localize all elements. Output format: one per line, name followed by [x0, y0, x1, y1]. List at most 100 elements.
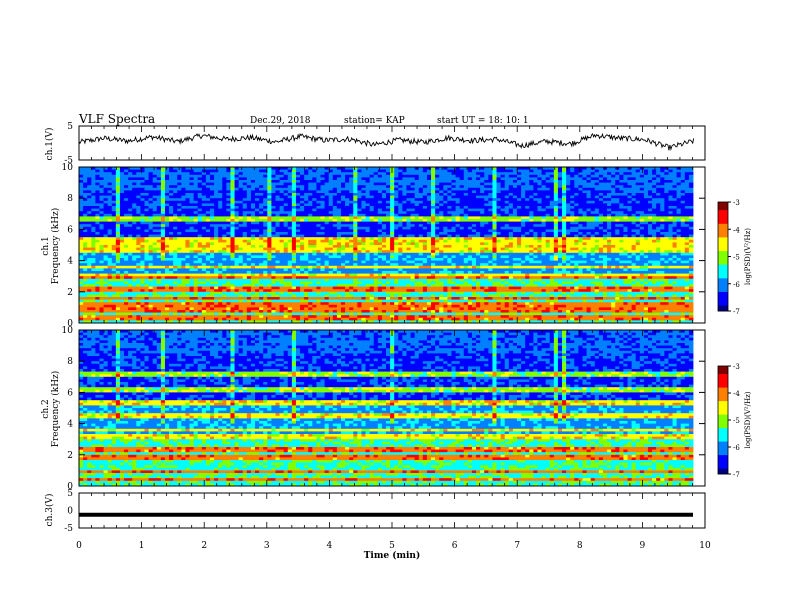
spectrogram-cell [472, 214, 476, 217]
spectrogram-cell [664, 237, 668, 240]
spectrogram-cell [603, 201, 607, 204]
spectrogram-cell [190, 206, 194, 209]
spectrogram-cell [79, 190, 83, 193]
spectrogram-cell [582, 237, 586, 240]
spectrogram-cell [402, 229, 406, 232]
spectrogram-cell [206, 183, 210, 186]
spectrogram-cell [190, 237, 194, 240]
spectrogram-cell [398, 216, 402, 219]
spectrogram-cell [468, 222, 472, 225]
spectrogram-cell [112, 177, 116, 180]
spectrogram-cell [226, 227, 230, 230]
spectrogram-cell [537, 201, 541, 204]
spectrogram-cell [685, 209, 689, 212]
spectrogram-cell [243, 235, 247, 238]
spectrogram-cell [480, 216, 484, 219]
spectrogram-cell [611, 206, 615, 209]
spectrogram-cell [419, 188, 423, 191]
spectrogram-cell [99, 211, 103, 214]
spectrogram-cell [398, 188, 402, 191]
spectrogram-cell [492, 229, 496, 232]
spectrogram-cell [533, 235, 537, 238]
spectrogram-cell [456, 203, 460, 206]
spectrogram-cell [304, 198, 308, 201]
spectrogram-cell [136, 250, 140, 253]
spectrogram-cell [656, 206, 660, 209]
spectrogram-cell [652, 229, 656, 232]
spectrogram-cell [591, 185, 595, 188]
spectrogram-cell [112, 219, 116, 222]
spectrogram-cell [239, 240, 243, 243]
spectrogram-cell [517, 175, 521, 178]
spectrogram-cell [636, 245, 640, 248]
spectrogram-cell [505, 180, 509, 183]
spectrogram-cell [267, 201, 271, 204]
spectrogram-cell [316, 172, 320, 175]
spectrogram-cell [562, 245, 566, 248]
spectrogram-cell [431, 222, 435, 225]
spectrogram-cell [161, 209, 165, 212]
spectrogram-cell [656, 175, 660, 178]
spectrogram-cell [333, 183, 337, 186]
spectrogram-cell [104, 222, 108, 225]
spectrogram-cell [427, 185, 431, 188]
spectrogram-cell [239, 201, 243, 204]
spectrogram-cell [136, 235, 140, 238]
spectrogram-cell [439, 245, 443, 248]
spectrogram-cell [251, 170, 255, 173]
spectrogram-cell [124, 170, 128, 173]
spectrogram-cell [603, 229, 607, 232]
spectrogram-cell [591, 235, 595, 238]
spectrogram-cell [296, 193, 300, 196]
spectrogram-cell [492, 248, 496, 251]
spectrogram-cell [456, 248, 460, 251]
spectrogram-cell [488, 245, 492, 248]
spectrogram-cell [644, 219, 648, 222]
spectrogram-cell [124, 180, 128, 183]
spectrogram-cell [255, 240, 259, 243]
spectrogram-cell [644, 245, 648, 248]
spectrogram-cell [341, 214, 345, 217]
spectrogram-cell [390, 229, 394, 232]
spectrogram-cell [378, 172, 382, 175]
spectrogram-cell [235, 185, 239, 188]
spectrogram-cell [443, 172, 447, 175]
spectrogram-cell [202, 248, 206, 251]
spectrogram-cell [366, 235, 370, 238]
spectrogram-cell [325, 237, 329, 240]
spectrogram-cell [366, 240, 370, 243]
spectrogram-cell [136, 190, 140, 193]
spectrogram-cell [558, 222, 562, 225]
spectrogram-cell [574, 188, 578, 191]
spectrogram-cell [570, 196, 574, 199]
spectrogram-cell [525, 198, 529, 201]
spectrogram-cell [263, 224, 267, 227]
spectrogram-cell [206, 209, 210, 212]
spectrogram-cell [333, 177, 337, 180]
spectrogram-cell [570, 229, 574, 232]
spectrogram-cell [194, 222, 198, 225]
spectrogram-cell [230, 206, 234, 209]
spectrogram-cell [361, 216, 365, 219]
spectrogram-cell [595, 224, 599, 227]
spectrogram-cell [230, 177, 234, 180]
spectrogram-cell [668, 188, 672, 191]
spectrogram-cell [402, 198, 406, 201]
spectrogram-cell [640, 224, 644, 227]
spectrogram-cell [251, 183, 255, 186]
spectrogram-cell [656, 185, 660, 188]
spectrogram-cell [427, 201, 431, 204]
spectrogram-cell [91, 209, 95, 212]
spectrogram-cell [529, 193, 533, 196]
spectrogram-cell [648, 198, 652, 201]
spectrogram-cell [370, 172, 374, 175]
spectrogram-cell [570, 216, 574, 219]
spectrogram-cell [648, 190, 652, 193]
spectrogram-cell [615, 219, 619, 222]
spectrogram-cell [591, 237, 595, 240]
spectrogram-cell [333, 203, 337, 206]
spectrogram-cell [177, 170, 181, 173]
spectrogram-cell [251, 190, 255, 193]
spectrogram-cell [427, 214, 431, 217]
spectrogram-cell [570, 177, 574, 180]
